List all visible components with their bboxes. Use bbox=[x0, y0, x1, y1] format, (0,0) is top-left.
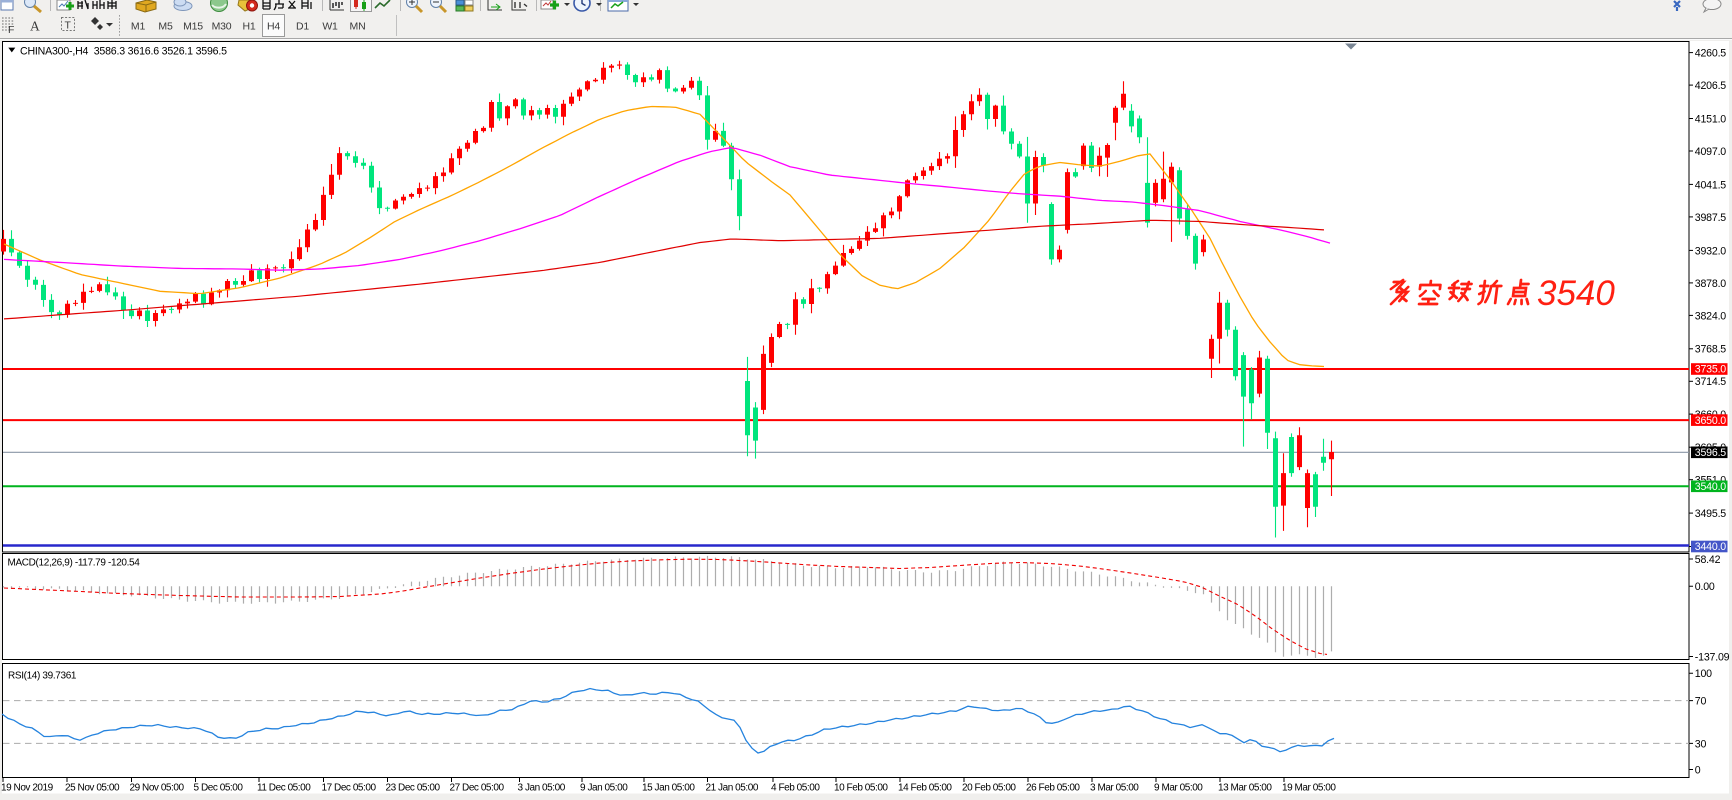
svg-text:0.00: 0.00 bbox=[1695, 581, 1715, 593]
svg-text:30: 30 bbox=[1695, 738, 1707, 750]
svg-text:F: F bbox=[8, 24, 14, 36]
svg-text:15 Jan 05:00: 15 Jan 05:00 bbox=[642, 783, 695, 794]
svg-text:3 Mar 05:00: 3 Mar 05:00 bbox=[1090, 783, 1139, 794]
svg-text:MN: MN bbox=[350, 21, 366, 33]
svg-text:-137.09: -137.09 bbox=[1695, 651, 1730, 663]
svg-text:T: T bbox=[65, 20, 72, 32]
svg-text:4 Feb 05:00: 4 Feb 05:00 bbox=[771, 783, 820, 794]
svg-text:10 Feb 05:00: 10 Feb 05:00 bbox=[834, 783, 888, 794]
svg-text:4260.5: 4260.5 bbox=[1695, 48, 1727, 60]
svg-text:CHINA300-,H4 3586.3 3616.6 35: CHINA300-,H4 3586.3 3616.6 3526.1 3596.5 bbox=[20, 46, 227, 58]
svg-text:H4: H4 bbox=[267, 21, 280, 33]
svg-text:3714.5: 3714.5 bbox=[1695, 376, 1727, 388]
svg-text:25 Nov 05:00: 25 Nov 05:00 bbox=[65, 783, 120, 794]
svg-text:3495.5: 3495.5 bbox=[1695, 508, 1727, 520]
svg-text:13 Mar 05:00: 13 Mar 05:00 bbox=[1218, 783, 1272, 794]
svg-text:3540.0: 3540.0 bbox=[1695, 481, 1727, 493]
svg-text:RSI(14) 39.7361: RSI(14) 39.7361 bbox=[8, 671, 77, 682]
svg-text:3768.5: 3768.5 bbox=[1695, 344, 1727, 356]
svg-text:A: A bbox=[30, 19, 40, 34]
svg-text:19 Nov 2019: 19 Nov 2019 bbox=[1, 783, 54, 794]
svg-text:29 Nov 05:00: 29 Nov 05:00 bbox=[130, 783, 185, 794]
svg-text:4206.5: 4206.5 bbox=[1695, 80, 1727, 92]
svg-text:20 Feb 05:00: 20 Feb 05:00 bbox=[962, 783, 1016, 794]
svg-text:17 Dec 05:00: 17 Dec 05:00 bbox=[322, 783, 377, 794]
svg-text:58.42: 58.42 bbox=[1695, 554, 1721, 566]
svg-text:26 Feb 05:00: 26 Feb 05:00 bbox=[1026, 783, 1080, 794]
svg-text:3 Jan 05:00: 3 Jan 05:00 bbox=[518, 783, 566, 794]
svg-text:3824.0: 3824.0 bbox=[1695, 310, 1727, 322]
svg-text:M30: M30 bbox=[212, 21, 232, 33]
svg-text:100: 100 bbox=[1695, 668, 1712, 680]
svg-text:3932.0: 3932.0 bbox=[1695, 245, 1727, 257]
svg-text:9 Mar 05:00: 9 Mar 05:00 bbox=[1154, 783, 1203, 794]
svg-text:21 Jan 05:00: 21 Jan 05:00 bbox=[706, 783, 759, 794]
svg-text:4041.5: 4041.5 bbox=[1695, 179, 1727, 191]
svg-text:W1: W1 bbox=[322, 21, 338, 33]
svg-text:M1: M1 bbox=[131, 21, 146, 33]
svg-text:3540: 3540 bbox=[1537, 274, 1615, 313]
svg-text:M15: M15 bbox=[183, 21, 203, 33]
svg-text:4151.0: 4151.0 bbox=[1695, 113, 1727, 125]
svg-text:4097.0: 4097.0 bbox=[1695, 146, 1727, 158]
svg-text:M5: M5 bbox=[158, 21, 173, 33]
svg-text:3735.0: 3735.0 bbox=[1695, 364, 1727, 376]
svg-text:3878.0: 3878.0 bbox=[1695, 278, 1727, 290]
svg-text:70: 70 bbox=[1695, 696, 1707, 708]
svg-text:3440.0: 3440.0 bbox=[1695, 541, 1727, 553]
svg-text:11 Dec 05:00: 11 Dec 05:00 bbox=[257, 783, 311, 794]
svg-text:3596.5: 3596.5 bbox=[1695, 447, 1727, 459]
svg-text:D1: D1 bbox=[296, 21, 309, 33]
svg-text:23 Dec 05:00: 23 Dec 05:00 bbox=[386, 783, 441, 794]
svg-text:27 Dec 05:00: 27 Dec 05:00 bbox=[450, 783, 505, 794]
svg-text:19 Mar 05:00: 19 Mar 05:00 bbox=[1282, 783, 1336, 794]
svg-text:14 Feb 05:00: 14 Feb 05:00 bbox=[898, 783, 952, 794]
svg-text:5 Dec 05:00: 5 Dec 05:00 bbox=[194, 783, 244, 794]
svg-text:3987.5: 3987.5 bbox=[1695, 212, 1727, 224]
svg-text:MACD(12,26,9) -117.79 -120.54: MACD(12,26,9) -117.79 -120.54 bbox=[8, 558, 141, 569]
svg-text:9 Jan 05:00: 9 Jan 05:00 bbox=[580, 783, 628, 794]
svg-text:3650.0: 3650.0 bbox=[1695, 415, 1727, 427]
svg-text:H1: H1 bbox=[242, 21, 255, 33]
svg-text:0: 0 bbox=[1695, 764, 1701, 776]
